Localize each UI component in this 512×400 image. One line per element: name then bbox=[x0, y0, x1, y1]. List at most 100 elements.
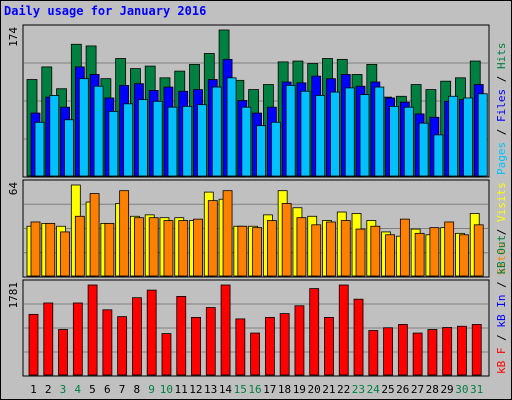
legend-kbytes: kB F / kB In / kB Out bbox=[495, 235, 508, 374]
bar-sites-day-3 bbox=[60, 231, 70, 277]
bar-kb-f-day-6 bbox=[102, 309, 113, 376]
x-tick-label-day-18: 18 bbox=[278, 383, 291, 396]
bar-sites-day-15 bbox=[237, 225, 248, 277]
bar-kb-f-day-20 bbox=[309, 288, 320, 376]
x-tick-label-day-23: 23 bbox=[352, 383, 365, 396]
legend-item-pages: Pages bbox=[495, 142, 508, 175]
bar-pages-day-30 bbox=[463, 97, 473, 177]
bar-pages-day-12 bbox=[197, 104, 207, 177]
bar-sites-day-10 bbox=[163, 220, 174, 277]
x-tick-label-day-17: 17 bbox=[263, 383, 276, 396]
bar-sites-day-5 bbox=[89, 193, 100, 277]
bar-pages-day-16 bbox=[256, 125, 267, 177]
bar-pages-day-10 bbox=[167, 106, 178, 177]
bar-sites-day-20 bbox=[311, 224, 322, 277]
x-tick-label-day-29: 29 bbox=[440, 383, 453, 396]
bar-pages-day-3 bbox=[64, 119, 74, 177]
bar-kb-f-day-24 bbox=[368, 330, 379, 376]
bar-pages-day-21 bbox=[330, 91, 340, 177]
x-tick-label-day-15: 15 bbox=[234, 383, 247, 396]
x-tick-label-day-9: 9 bbox=[148, 383, 155, 396]
bar-pages-day-29 bbox=[448, 95, 459, 177]
x-tick-label-day-19: 19 bbox=[293, 383, 306, 396]
legend-separator-hits-files-pages-2: / bbox=[495, 69, 508, 89]
bar-kb-f-day-30 bbox=[457, 325, 467, 376]
bar-kb-f-day-13 bbox=[205, 307, 216, 376]
bar-kb-f-day-2 bbox=[43, 302, 54, 376]
bar-pages-day-6 bbox=[108, 110, 119, 177]
bar-sites-day-18 bbox=[281, 203, 292, 277]
bar-pages-day-14 bbox=[226, 77, 237, 177]
x-tick-label-day-14: 14 bbox=[219, 383, 233, 396]
legend-separator-visits-sites-1: / bbox=[495, 222, 508, 242]
x-tick-label-day-21: 21 bbox=[322, 383, 335, 396]
x-tick-label-day-8: 8 bbox=[133, 383, 140, 396]
bar-kb-f-day-9 bbox=[146, 289, 157, 376]
x-tick-label-day-5: 5 bbox=[89, 383, 96, 396]
bar-sites-day-6 bbox=[104, 222, 115, 277]
x-tick-label-day-2: 2 bbox=[45, 383, 52, 396]
bar-kb-f-day-17 bbox=[264, 316, 275, 376]
bar-sites-day-28 bbox=[429, 227, 440, 277]
bar-pages-day-17 bbox=[270, 121, 281, 177]
bar-sites-day-13 bbox=[207, 200, 218, 277]
bar-sites-day-8 bbox=[134, 217, 144, 277]
bar-sites-day-23 bbox=[355, 228, 366, 277]
max-label-visits-sites: 64 bbox=[7, 182, 20, 196]
bar-pages-day-27 bbox=[418, 122, 429, 177]
bar-kb-f-day-15 bbox=[235, 318, 246, 376]
bar-sites-day-7 bbox=[119, 190, 130, 277]
bar-pages-day-2 bbox=[49, 95, 60, 177]
legend-separator-kbytes-1: / bbox=[495, 328, 508, 348]
x-tick-label-day-28: 28 bbox=[426, 383, 439, 396]
legend-hits-files-pages: Pages / Files / Hits bbox=[495, 43, 508, 176]
bar-pages-day-31 bbox=[477, 93, 488, 177]
bar-sites-day-19 bbox=[296, 217, 307, 277]
bar-pages-day-18 bbox=[285, 84, 296, 177]
bar-pages-day-15 bbox=[241, 106, 252, 177]
bar-pages-day-28 bbox=[433, 134, 444, 177]
x-tick-label-day-22: 22 bbox=[337, 383, 350, 396]
bar-pages-day-5 bbox=[93, 85, 104, 177]
legend-item-hits: Hits bbox=[495, 43, 508, 70]
bar-sites-day-27 bbox=[414, 232, 425, 277]
bar-pages-day-26 bbox=[403, 106, 414, 177]
bar-kb-f-day-7 bbox=[117, 316, 128, 376]
bar-kb-f-day-5 bbox=[87, 284, 98, 376]
bar-kb-f-day-23 bbox=[353, 298, 364, 376]
bar-sites-day-1 bbox=[30, 221, 41, 277]
bar-kb-f-day-25 bbox=[383, 327, 393, 376]
legend-separator-kbytes-2: / bbox=[495, 275, 508, 295]
bar-kb-f-day-18 bbox=[279, 313, 290, 376]
chart-title: Daily usage for January 2016 bbox=[4, 4, 207, 18]
bar-pages-day-20 bbox=[315, 95, 326, 177]
bar-kb-f-day-31 bbox=[471, 324, 482, 376]
bar-sites-day-14 bbox=[222, 190, 233, 277]
bar-pages-day-8 bbox=[138, 99, 148, 177]
bar-sites-day-17 bbox=[266, 220, 277, 277]
max-label-hits-files-pages: 174 bbox=[7, 27, 20, 47]
x-tick-label-day-27: 27 bbox=[411, 383, 424, 396]
bar-sites-day-26 bbox=[399, 218, 410, 277]
x-tick-label-day-24: 24 bbox=[367, 383, 381, 396]
bar-sites-day-12 bbox=[193, 218, 203, 277]
legend-item-sites: Sites bbox=[495, 242, 508, 275]
bar-kb-f-day-28 bbox=[427, 329, 438, 376]
bar-sites-day-24 bbox=[370, 225, 381, 277]
x-tick-label-day-20: 20 bbox=[307, 383, 320, 396]
bar-sites-day-4 bbox=[74, 215, 85, 277]
bar-pages-day-19 bbox=[300, 90, 311, 177]
bar-pages-day-22 bbox=[344, 87, 355, 177]
bar-pages-day-9 bbox=[152, 100, 163, 177]
bar-sites-day-22 bbox=[340, 220, 351, 277]
bar-kb-f-day-27 bbox=[412, 332, 423, 376]
x-tick-label-day-4: 4 bbox=[74, 383, 81, 396]
bar-sites-day-25 bbox=[385, 234, 395, 277]
bar-kb-f-day-22 bbox=[338, 284, 349, 376]
x-tick-label-day-6: 6 bbox=[104, 383, 111, 396]
bar-sites-day-21 bbox=[326, 221, 336, 277]
bar-pages-day-13 bbox=[211, 86, 222, 177]
bar-kb-f-day-4 bbox=[72, 302, 83, 376]
max-label-kbytes: 1781 bbox=[7, 282, 20, 309]
